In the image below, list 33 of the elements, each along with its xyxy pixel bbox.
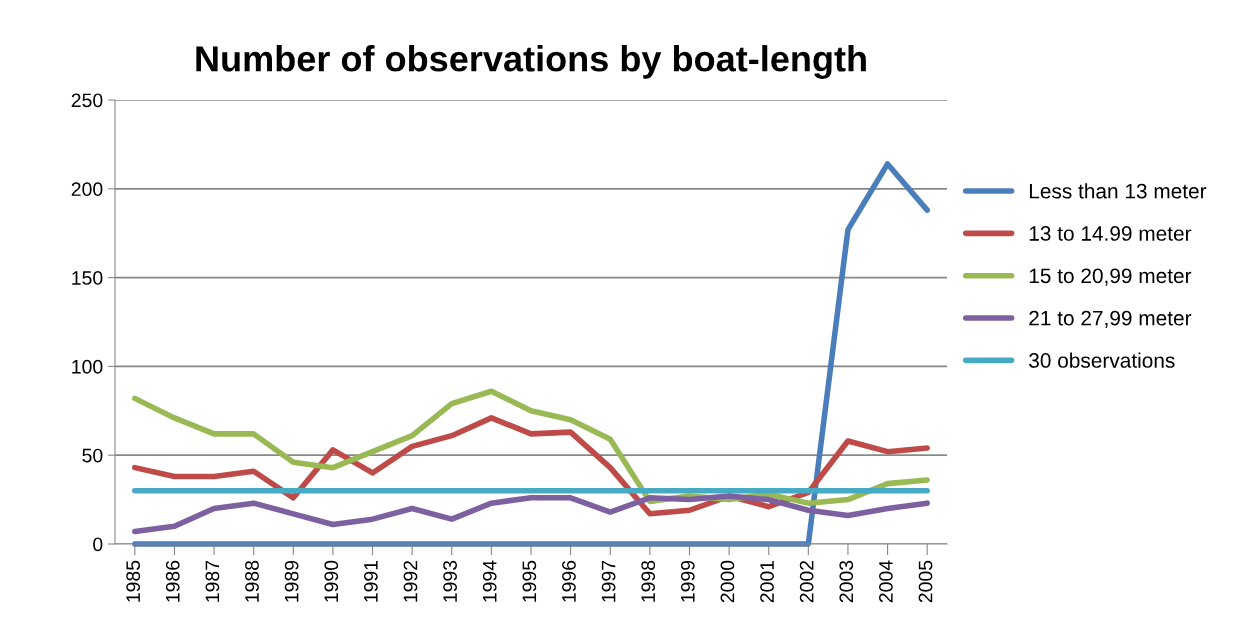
- y-tick-label: 150: [72, 271, 103, 285]
- x-tick-label: 1996: [562, 560, 576, 602]
- x-tick-label: 1993: [443, 560, 457, 602]
- x-tick-label: 1988: [245, 560, 259, 602]
- y-tick-label: 0: [93, 537, 103, 552]
- x-tick-label: 1997: [601, 560, 616, 602]
- x-tick-label: 1987: [205, 560, 220, 602]
- x-tick-label: 1989: [284, 560, 299, 602]
- x-tick-label: 2004: [879, 560, 893, 603]
- x-tick-label: 2000: [720, 560, 735, 603]
- x-tick-label: 1985: [126, 560, 141, 602]
- x-tick-label: 1991: [363, 560, 378, 602]
- x-tick-label: 1999: [680, 560, 695, 602]
- x-tick-label: 2002: [799, 560, 814, 603]
- y-tick-label: 250: [71, 93, 103, 108]
- legend-label: 15 to 20,99 meter: [1029, 268, 1192, 286]
- legend-label: 21 to 27,99 meter: [1029, 310, 1192, 328]
- legend-label: 30 observations: [1029, 352, 1175, 368]
- x-tick-label: 2005: [918, 560, 933, 603]
- x-tick-label: 2001: [760, 560, 774, 603]
- x-tick-label: 1994: [482, 560, 497, 602]
- x-tick-label: 2003: [839, 560, 854, 603]
- y-tick-label: 50: [82, 448, 103, 463]
- x-tick-label: 1986: [165, 560, 180, 602]
- chart-title: Number of observations by boat-length: [196, 45, 866, 79]
- x-tick-label: 1995: [522, 560, 537, 602]
- y-tick-label: 100: [72, 359, 103, 374]
- x-tick-label: 1992: [403, 560, 418, 602]
- legend-label: 13 to 14.99 meter: [1029, 226, 1192, 241]
- y-tick-label: 200: [71, 182, 103, 197]
- x-tick-label: 1998: [641, 560, 656, 602]
- legend-label: Less than 13 meter: [1029, 183, 1207, 199]
- x-tick-label: 1990: [324, 560, 339, 602]
